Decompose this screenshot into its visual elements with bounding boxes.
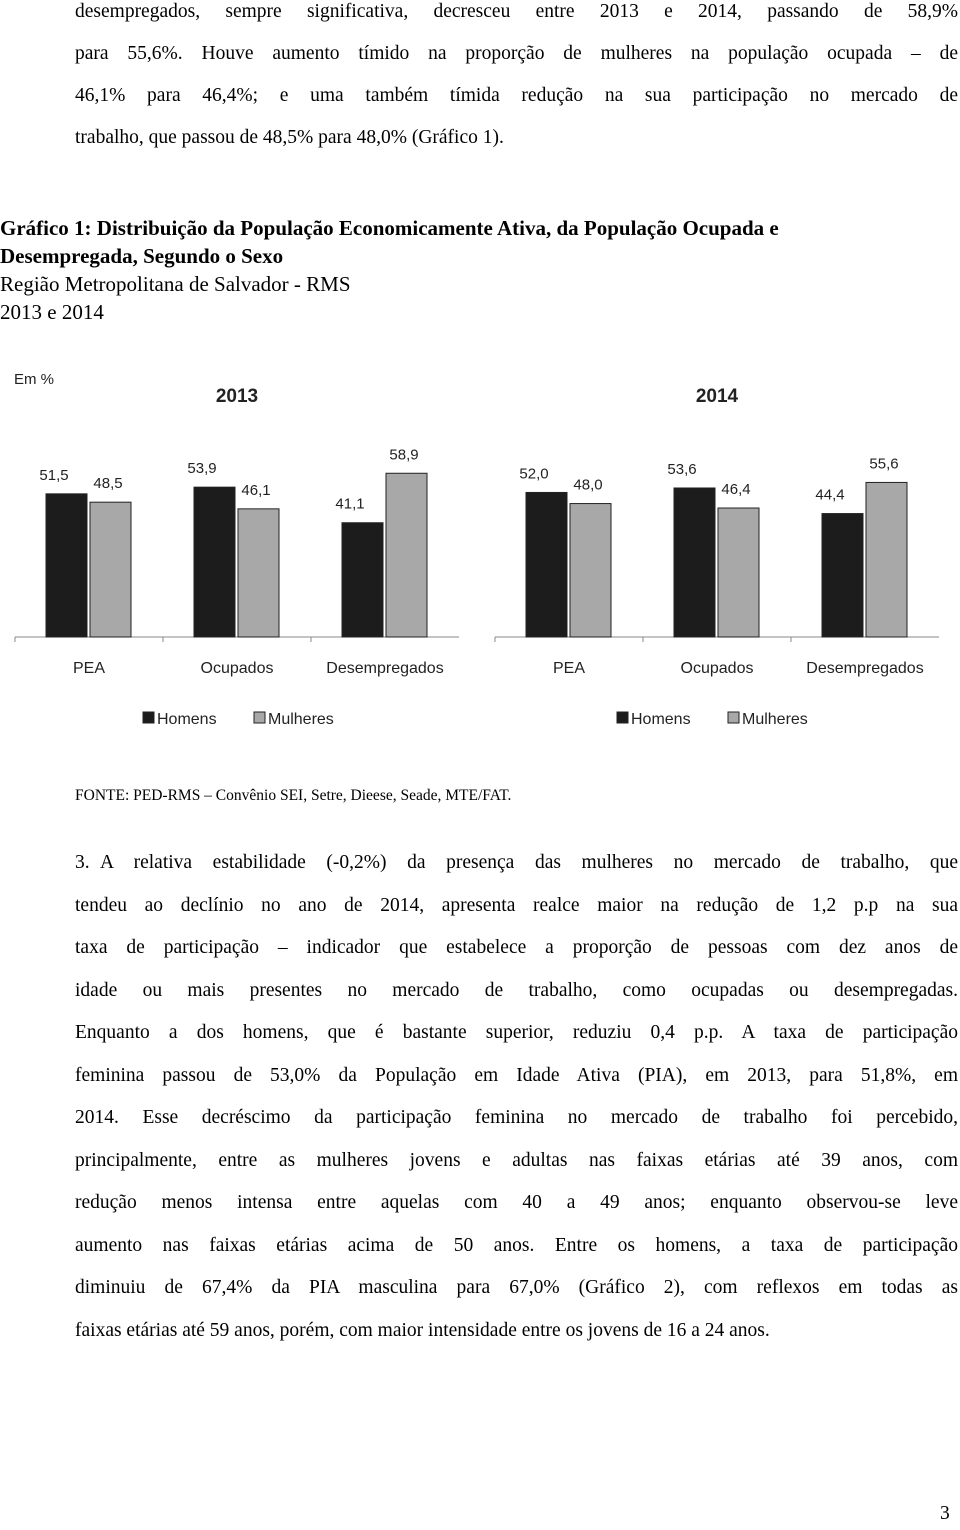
caption-line: Região Metropolitana de Salvador - RMS [0, 272, 351, 296]
bar [865, 481, 908, 638]
text-line: taxa de participação – indicador que est… [75, 937, 958, 958]
bar [193, 486, 236, 638]
chart-title: 2013 [216, 386, 258, 407]
bar [569, 503, 612, 638]
caption-line: Gráfico 1: Distribuição da População Eco… [0, 216, 779, 240]
paragraph-number: 3. [75, 852, 90, 873]
page-number: 3 [940, 1503, 950, 1524]
bar [525, 491, 568, 638]
caption-line: Desempregada, Segundo o Sexo [0, 244, 284, 268]
x-tick-label: Ocupados [201, 660, 274, 677]
text-line: desempregados, sempre significativa, dec… [75, 1, 958, 22]
chart-title: 2014 [696, 386, 739, 407]
text-line: feminina passou de 53,0% da População em… [75, 1064, 958, 1086]
legend-label: Homens [157, 711, 217, 728]
bar [45, 493, 88, 638]
value-label: 48,5 [93, 475, 122, 492]
text-line: redução menos intensa entre aquelas com … [75, 1192, 958, 1213]
text-line: para 55,6%. Houve aumento tímido na prop… [75, 43, 958, 64]
legend-label: Mulheres [268, 711, 334, 728]
text-line: diminuiu de 67,4% da PIA masculina para … [75, 1277, 958, 1298]
legend-swatch [727, 711, 740, 724]
caption-line: 2013 e 2014 [0, 300, 104, 324]
x-tick-label: Desempregados [326, 660, 443, 677]
x-tick-label: Ocupados [681, 660, 754, 677]
bar [237, 508, 280, 638]
text-line: A relativa estabilidade (-0,2%) da prese… [100, 852, 958, 873]
bar [673, 487, 716, 638]
text-line: idade ou mais presentes no mercado de tr… [75, 979, 958, 1001]
bar [385, 472, 428, 638]
bar [821, 513, 864, 638]
text-line: tendeu ao declínio no ano de 2014, apres… [75, 894, 958, 916]
value-label: 48,0 [573, 477, 602, 494]
legend-swatch [253, 711, 266, 724]
value-label: 44,4 [815, 487, 844, 504]
text-line: Enquanto a dos homens, que é bastante su… [75, 1022, 958, 1043]
chart: Em % 2013 PEA 51,5 48,5 Ocupados 53,9 46,1 Dese… [14, 371, 939, 728]
value-label: 41,1 [335, 496, 364, 513]
text-line: aumento nas faixas etárias acima de 50 a… [75, 1234, 958, 1256]
text-line: faixas etárias até 59 anos, porém, com m… [75, 1319, 770, 1341]
value-label: 53,9 [187, 460, 216, 477]
legend-swatch [142, 711, 155, 724]
value-label: 55,6 [869, 455, 898, 472]
value-label: 52,0 [519, 465, 548, 482]
value-label: 58,9 [389, 446, 418, 463]
text-line: 46,1% para 46,4%; e uma também tímida re… [75, 85, 958, 106]
value-label: 46,4 [721, 481, 750, 498]
text-line: principalmente, entre as mulheres jovens… [75, 1149, 958, 1171]
bar [89, 501, 132, 638]
bar [717, 507, 760, 638]
x-tick-label: PEA [73, 660, 105, 677]
x-tick-label: PEA [553, 660, 585, 677]
text-line: 2014. Esse decréscimo da participação fe… [75, 1107, 958, 1128]
legend-label: Homens [631, 711, 691, 728]
legend-label: Mulheres [742, 711, 808, 728]
source-note: FONTE: PED-RMS – Convênio SEI, Setre, Di… [75, 787, 512, 804]
value-label: 53,6 [667, 461, 696, 478]
text-line: trabalho, que passou de 48,5% para 48,0%… [75, 127, 504, 148]
value-label: 51,5 [39, 467, 68, 484]
legend-swatch [616, 711, 629, 724]
x-tick-label: Desempregados [806, 660, 923, 677]
unit-label: Em % [14, 371, 54, 388]
bar [341, 522, 384, 638]
value-label: 46,1 [241, 482, 270, 499]
